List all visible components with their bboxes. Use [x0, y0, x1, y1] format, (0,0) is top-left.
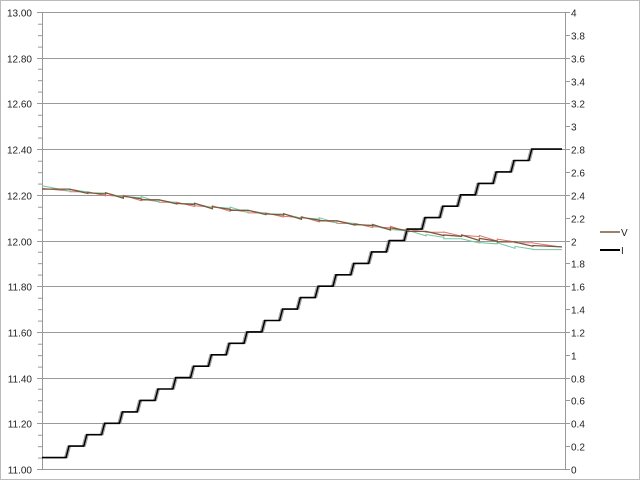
- y-left-tick-label: 12.40: [7, 146, 32, 157]
- y-right-tick-label: 0: [571, 466, 577, 477]
- series-line-I: [42, 148, 562, 459]
- y-right-tick-label: 3.8: [571, 32, 585, 43]
- y-right-tick-label: 1: [571, 352, 577, 363]
- y-left-tick-label: 12.60: [7, 100, 32, 111]
- legend-label: V: [621, 228, 628, 239]
- y-left-tick-label: 11.20: [8, 420, 33, 431]
- y-right-tick-label: 0.8: [571, 375, 585, 386]
- y-left-tick-label: 13.00: [7, 9, 32, 20]
- y-right-tick-label: 0.4: [571, 420, 585, 431]
- y-right-tick-label: 0.6: [571, 397, 585, 408]
- y-right-tick-label: 0.2: [571, 443, 585, 454]
- series-line-V: [42, 188, 563, 248]
- y-right-tick-label: 3.6: [571, 55, 585, 66]
- y-right-tick-label: 3: [571, 123, 577, 134]
- y-right-tick-label: 1.6: [571, 283, 585, 294]
- y-right-tick-label: 2.4: [571, 192, 585, 203]
- legend-label: I: [621, 246, 624, 257]
- y-right-tick-label: 2: [571, 238, 577, 249]
- y-left-tick-label: 11.40: [8, 375, 33, 386]
- y-left-tick-label: 11.80: [8, 283, 33, 294]
- y-left-tick-label: 11.60: [8, 329, 33, 340]
- series-layer: [41, 148, 563, 459]
- y-left-tick-label: 11.00: [8, 466, 33, 477]
- y-right-tick-label: 3.4: [571, 78, 585, 89]
- y-right-tick-label: 1.4: [571, 306, 585, 317]
- series-line-I-shadow: [42, 148, 562, 459]
- y-right-tick-label: 2.6: [571, 169, 585, 180]
- y-right-tick-label: 2.8: [571, 146, 585, 157]
- legend: VI: [600, 228, 628, 257]
- y-right-tick-label: 1.8: [571, 260, 585, 271]
- y-right-tick-label: 3.2: [571, 100, 585, 111]
- series-line-I-shadow: [42, 148, 562, 459]
- y-right-tick-label: 4: [571, 9, 577, 20]
- y-right-tick-label: 1.2: [571, 329, 585, 340]
- y-left-tick-label: 12.00: [7, 238, 32, 249]
- axes: 11.0011.2011.4011.6011.8012.0012.2012.40…: [7, 9, 585, 477]
- y-left-tick-label: 12.80: [7, 55, 32, 66]
- y-right-tick-label: 2.2: [571, 215, 585, 226]
- y-left-tick-label: 12.20: [7, 192, 32, 203]
- series-line-trace: [41, 185, 562, 251]
